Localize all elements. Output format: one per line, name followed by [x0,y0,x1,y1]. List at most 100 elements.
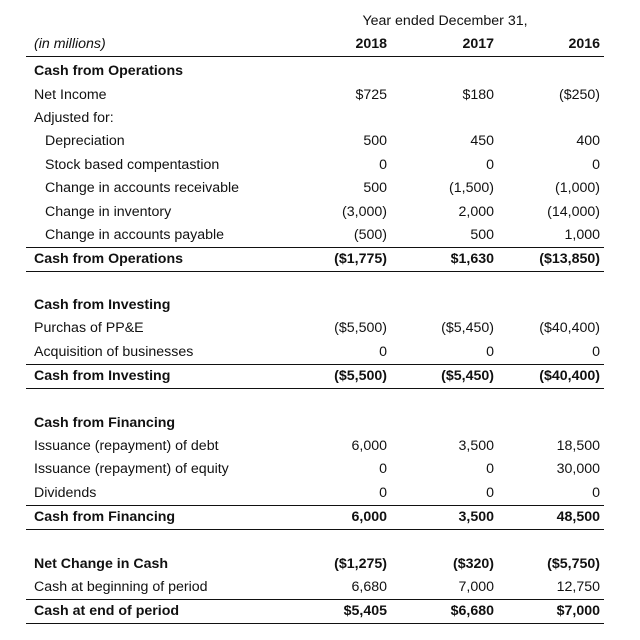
row-label: Net Income [34,86,107,103]
row-debt-issuance: Issuance (repayment) of debt 6,000 3,500… [26,435,604,458]
value-2018: 0 [379,484,387,501]
row-label: Net Change in Cash [34,555,169,572]
value-2017: 7,000 [458,578,494,595]
row-label: Purchas of PP&E [34,320,144,337]
value-2018: 0 [379,461,387,478]
value-2018: 0 [379,343,387,360]
row-label: Issuance (repayment) of equity [34,461,229,478]
value-2018: 0 [379,156,387,173]
value-2018: $5,405 [343,602,387,619]
value-2018: ($1,775) [334,250,387,267]
row-total-investing: Cash from Investing ($5,500) ($5,450) ($… [26,363,604,389]
value-2017: $180 [462,86,494,103]
value-2016: (1,000) [555,180,600,197]
row-label: Cash at end of period [34,602,180,619]
row-equity-issuance: Issuance (repayment) of equity 0 0 30,00… [26,458,604,481]
value-2016: 0 [592,484,600,501]
row-label: Cash from Operations [34,250,183,267]
value-2018: 6,000 [351,508,387,525]
row-label: Adjusted for: [34,110,114,126]
row-cash-beginning: Cash at beginning of period 6,680 7,000 … [26,576,604,599]
value-2018: $725 [355,86,387,103]
value-2018: ($5,500) [334,367,387,384]
value-2017: 2,000 [458,203,494,220]
value-2017: 3,500 [458,437,494,454]
row-change-accounts-payable: Change in accounts payable (500) 500 1,0… [26,224,604,247]
row-change-accounts-receivable: Change in accounts receivable 500 (1,500… [26,177,604,200]
value-2016: (14,000) [547,203,600,220]
value-2016: ($13,850) [539,250,600,267]
value-2016: 0 [592,156,600,173]
row-depreciation: Depreciation 500 450 400 [26,130,604,153]
row-label: Depreciation [45,133,125,150]
value-2017: 0 [486,156,494,173]
value-2017: 3,500 [458,508,494,525]
row-label: Issuance (repayment) of debt [34,437,219,454]
row-change-inventory: Change in inventory (3,000) 2,000 (14,00… [26,201,604,224]
period-caption: Year ended December 31, [362,13,528,29]
row-label: Cash at beginning of period [34,578,208,595]
column-header-row: (in millions) 2018 2017 2016 [26,33,604,57]
section-heading-operations: Cash from Operations [26,60,604,83]
value-2016: 1,000 [564,227,600,243]
value-2016: ($5,750) [547,555,600,572]
row-adjusted-for: Adjusted for: [26,107,604,130]
row-label: Change in inventory [45,203,172,220]
value-2017: 450 [470,133,494,150]
value-2016: ($250) [558,86,600,103]
value-2017: ($320) [452,555,494,572]
row-label: Change in accounts receivable [45,180,240,197]
year-header-2018: 2018 [355,36,387,52]
row-acquisition-of-businesses: Acquisition of businesses 0 0 0 [26,341,604,364]
row-total-financing: Cash from Financing 6,000 3,500 48,500 [26,504,604,530]
year-header-2017: 2017 [462,36,494,52]
value-2018: 6,000 [351,437,387,454]
value-2017: $6,680 [450,602,494,619]
row-label: Cash from Financing [34,508,176,525]
row-label: Change in accounts payable [45,227,225,243]
section-heading-financing: Cash from Financing [26,412,604,435]
section-heading-investing: Cash from Investing [26,294,604,317]
year-header-2016: 2016 [568,36,600,52]
value-2016: 18,500 [556,437,600,454]
row-total-operations: Cash from Operations ($1,775) $1,630 ($1… [26,246,604,273]
value-2016: 12,750 [556,578,600,595]
row-label: Cash from Investing [34,367,171,384]
value-2017: ($5,450) [441,320,494,337]
row-label: Cash from Operations [34,63,183,79]
value-2016: ($40,400) [539,367,600,384]
value-2018: 6,680 [351,578,387,595]
row-label: Stock based compentastion [45,156,220,173]
value-2018: ($5,500) [334,320,387,337]
value-2017: $1,630 [450,250,494,267]
value-2017: 0 [486,461,494,478]
units-label: (in millions) [34,36,106,52]
value-2016: 400 [576,133,600,150]
row-cash-end: Cash at end of period $5,405 $6,680 $7,0… [26,598,604,625]
value-2016: ($40,400) [539,320,600,337]
row-net-change-in-cash: Net Change in Cash ($1,275) ($320) ($5,7… [26,553,604,576]
value-2018: (3,000) [342,203,387,220]
row-label: Acquisition of businesses [34,343,194,360]
row-label: Dividends [34,484,97,501]
value-2017: 500 [470,227,494,243]
row-net-income: Net Income $725 $180 ($250) [26,84,604,107]
value-2017: 0 [486,343,494,360]
value-2017: ($5,450) [441,367,494,384]
value-2016: 30,000 [556,461,600,478]
value-2016: 48,500 [556,508,600,525]
row-dividends: Dividends 0 0 0 [26,482,604,505]
value-2017: (1,500) [449,180,494,197]
value-2016: $7,000 [556,602,600,619]
value-2018: 500 [363,133,387,150]
value-2018: (500) [353,227,387,243]
row-purchase-ppe: Purchas of PP&E ($5,500) ($5,450) ($40,4… [26,317,604,340]
row-stock-based-compensation: Stock based compentastion 0 0 0 [26,154,604,177]
value-2018: ($1,275) [334,555,387,572]
value-2018: 500 [363,180,387,197]
row-label: Cash from Investing [34,297,171,313]
row-label: Cash from Financing [34,414,176,431]
value-2016: 0 [592,343,600,360]
value-2017: 0 [486,484,494,501]
